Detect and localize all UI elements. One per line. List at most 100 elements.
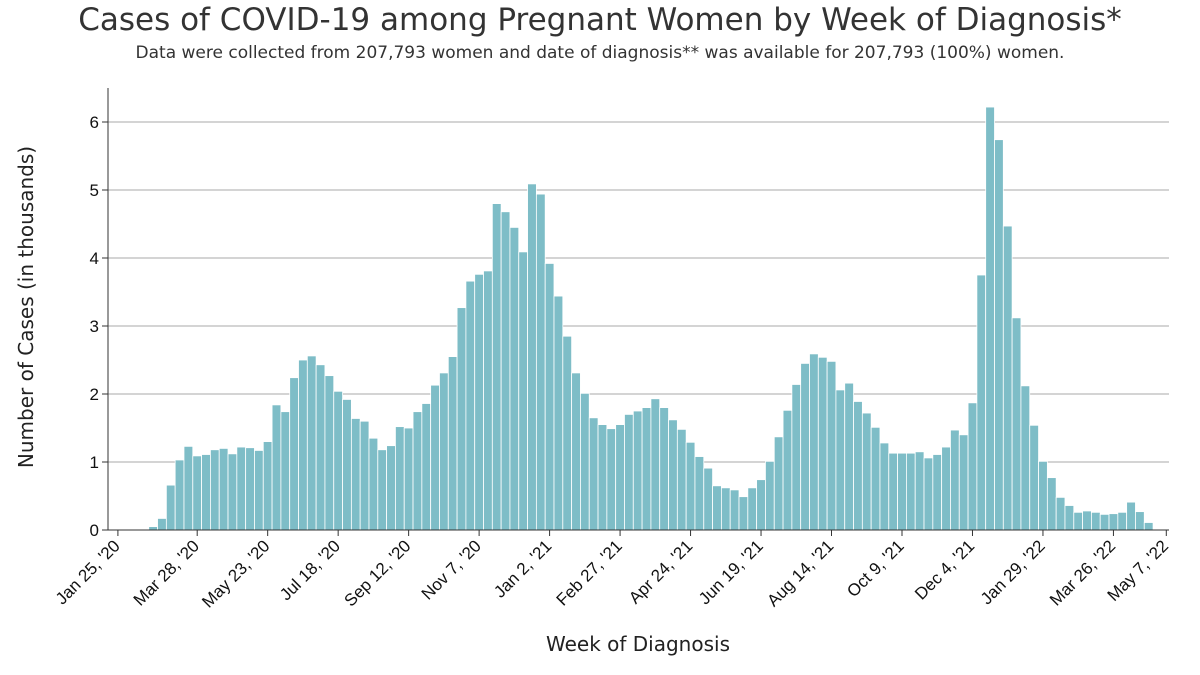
bar — [817, 356, 828, 531]
bar — [1020, 385, 1031, 531]
chart-subtitle: Data were collected from 207,793 women a… — [135, 43, 1065, 63]
bar — [756, 479, 766, 531]
bar — [632, 410, 643, 531]
bar — [738, 496, 749, 531]
bar — [148, 526, 158, 531]
bar — [1135, 511, 1145, 531]
bar — [527, 183, 537, 531]
bar — [1002, 225, 1013, 531]
bar — [606, 428, 617, 531]
bar — [342, 399, 352, 531]
bar — [174, 459, 185, 531]
bar — [685, 441, 696, 531]
bar — [923, 457, 934, 531]
bar — [1091, 511, 1101, 531]
x-tick-label: Jan 25, '20 — [52, 536, 124, 608]
bar — [298, 359, 308, 531]
bar — [553, 295, 564, 531]
y-tick-label: 5 — [90, 181, 99, 200]
bar — [668, 419, 678, 531]
bar — [676, 428, 687, 531]
y-tick-label: 3 — [90, 317, 99, 336]
bar — [412, 411, 423, 531]
y-tick-label: 0 — [90, 521, 99, 540]
bar — [624, 413, 634, 531]
x-tick-label: Jan 29, '22 — [977, 536, 1049, 608]
x-tick-label: Jun 19, '21 — [695, 536, 767, 608]
bar — [729, 489, 740, 531]
bar — [377, 449, 388, 531]
bar — [861, 412, 872, 531]
y-axis-title: Number of Cases (in thousands) — [14, 146, 38, 468]
bar — [897, 452, 907, 531]
bar — [870, 426, 881, 531]
bar — [421, 403, 432, 531]
x-tick-label: Jul 18, '20 — [276, 536, 344, 604]
x-tick-label: Dec 4, '21 — [911, 536, 978, 603]
x-tick-label: May 23, '20 — [198, 536, 273, 611]
bar — [580, 392, 590, 531]
bar — [747, 487, 758, 531]
bar — [1064, 505, 1075, 531]
bar — [914, 451, 925, 531]
bar — [1108, 513, 1119, 531]
bar — [236, 446, 247, 531]
bar — [694, 456, 705, 531]
bar — [500, 211, 511, 531]
y-tick-label: 2 — [90, 385, 99, 404]
chart-title: Cases of COVID-19 among Pregnant Women b… — [78, 2, 1122, 38]
bar — [465, 280, 476, 531]
bar — [1082, 510, 1092, 531]
bar — [544, 263, 555, 531]
bar — [888, 452, 898, 531]
bar — [359, 420, 370, 531]
bar — [1029, 424, 1039, 531]
bar — [853, 401, 863, 531]
bar — [1073, 511, 1084, 531]
bar — [958, 434, 969, 531]
bar — [447, 356, 458, 531]
x-tick-label: Aug 14, '21 — [763, 536, 837, 610]
x-tick-label: Apr 24, '21 — [625, 536, 696, 607]
y-tick-label: 1 — [90, 453, 99, 472]
bar — [994, 139, 1004, 531]
bar — [809, 353, 819, 531]
bar-series — [148, 106, 1154, 531]
bar — [976, 274, 987, 531]
bar — [227, 453, 238, 531]
bar — [1011, 317, 1022, 531]
bar — [844, 382, 854, 531]
bar — [395, 426, 405, 531]
bar — [826, 360, 837, 531]
x-tick-label: Sep 12, '20 — [341, 536, 415, 610]
bar — [765, 460, 775, 531]
bar — [773, 436, 784, 531]
bar — [985, 106, 995, 531]
bar — [712, 485, 722, 531]
bar — [289, 377, 299, 531]
bar — [615, 424, 625, 531]
bar — [597, 424, 608, 531]
bar — [800, 362, 810, 531]
bar — [941, 446, 951, 531]
bar — [1117, 511, 1128, 531]
bar — [641, 407, 652, 531]
bar — [659, 407, 669, 531]
x-axis-title: Week of Diagnosis — [546, 632, 730, 656]
x-tick-label: Nov 7, '20 — [418, 536, 485, 603]
bar — [456, 307, 467, 531]
bar — [254, 450, 264, 531]
x-tick-label: Jan 2, '21 — [490, 536, 555, 601]
bar — [782, 409, 793, 531]
bar — [280, 411, 291, 531]
y-tick-labels: 0 1 2 3 4 5 6 — [90, 113, 99, 540]
bar — [350, 418, 361, 531]
bar — [483, 270, 493, 531]
bar — [703, 467, 713, 531]
bar — [439, 372, 449, 531]
bar — [262, 441, 273, 531]
bar — [906, 452, 916, 531]
bar — [562, 335, 573, 531]
bar — [720, 487, 731, 531]
bar — [1099, 513, 1110, 531]
